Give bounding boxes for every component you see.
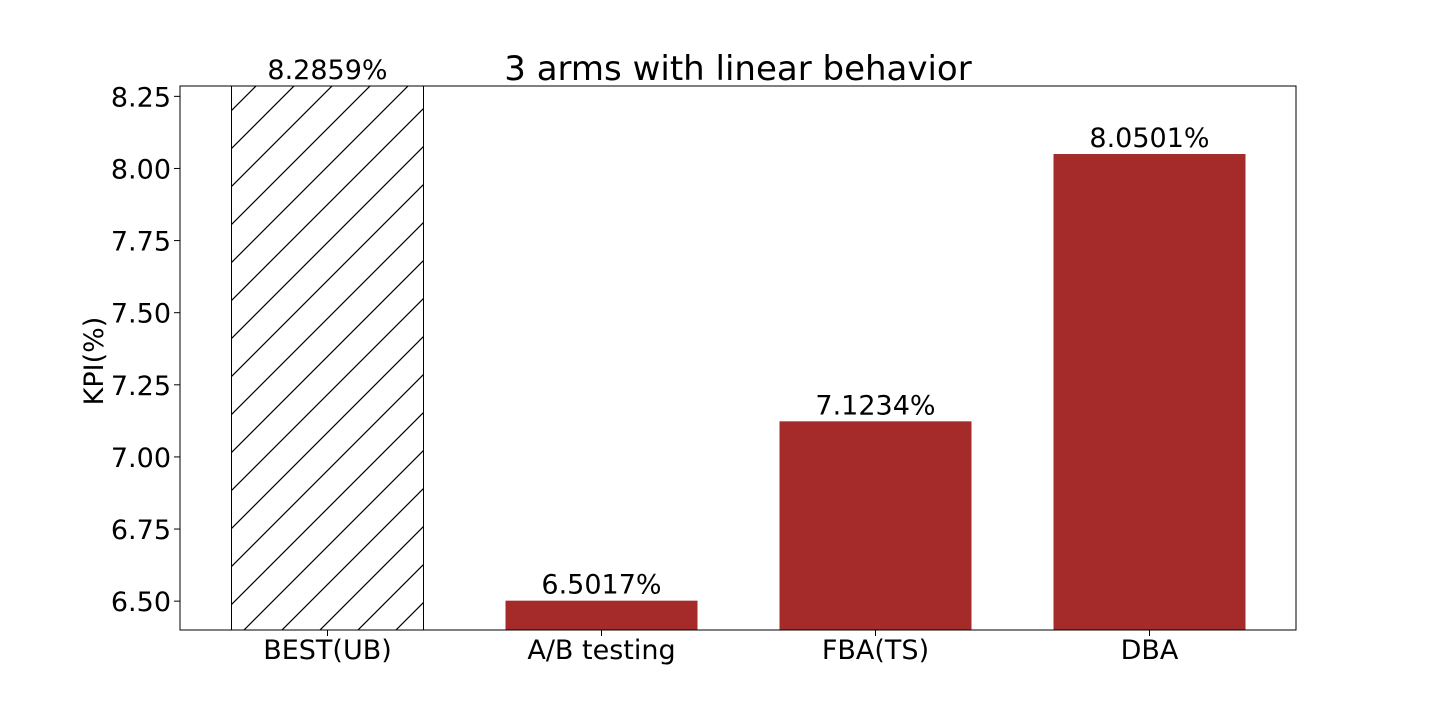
bar: [231, 85, 424, 631]
plot-frame: [179, 85, 1297, 631]
y-axis-label: KPI(%): [79, 317, 110, 406]
chart-title: 3 arms with linear behavior: [504, 49, 971, 89]
bars-layer: [231, 85, 1246, 631]
x-tick-label: FBA(TS): [822, 635, 929, 666]
bar: [779, 421, 972, 630]
x-tick-label: BEST(UB): [263, 635, 392, 666]
y-tick-label: 6.75: [111, 515, 171, 546]
x-tick-label: A/B testing: [527, 635, 675, 666]
x-axis-ticks: BEST(UB) A/B testing FBA(TS) DBA: [263, 630, 1179, 666]
y-tick-label: 7.00: [111, 443, 171, 474]
bar: [505, 600, 698, 630]
data-labels: 8.2859% 6.5017% 7.1234% 8.0501%: [267, 55, 1209, 601]
bar: [1053, 154, 1246, 630]
x-tick-label: DBA: [1121, 635, 1179, 666]
y-tick-label: 7.75: [111, 227, 171, 258]
y-tick-label: 8.25: [111, 82, 171, 113]
y-axis-ticks: 6.50 6.75 7.00 7.25 7.50 7.75 8.00 8.25: [111, 82, 180, 618]
data-label: 8.2859%: [267, 55, 387, 86]
data-label: 6.5017%: [541, 570, 661, 601]
y-tick-label: 8.00: [111, 154, 171, 185]
y-tick-label: 7.50: [111, 299, 171, 330]
y-tick-label: 6.50: [111, 587, 171, 618]
y-tick-label: 7.25: [111, 371, 171, 402]
data-label: 8.0501%: [1089, 123, 1209, 154]
data-label: 7.1234%: [815, 390, 935, 421]
